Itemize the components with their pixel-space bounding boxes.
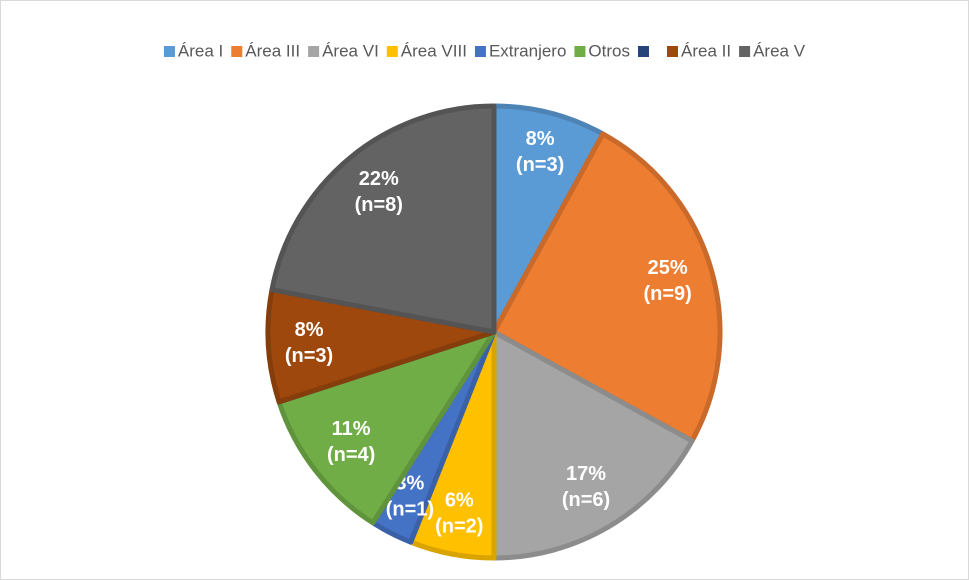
data-label: (n=1): [386, 498, 434, 520]
legend-label: Área VIII: [401, 41, 467, 60]
legend-swatch: [386, 46, 398, 57]
legend-label: Área III: [245, 41, 300, 60]
pie-slice: [491, 329, 695, 561]
pie-slice: [491, 131, 723, 444]
legend-swatch: [474, 46, 486, 57]
data-label: (n=6): [562, 489, 610, 511]
data-label: (n=3): [285, 345, 333, 367]
data-label: (n=2): [435, 515, 483, 537]
legend-swatch: [231, 46, 243, 57]
data-label: 22%: [359, 168, 399, 190]
pie-slice: [276, 329, 497, 526]
data-label: 25%: [648, 257, 688, 279]
legend-swatch: [637, 46, 649, 57]
data-label: 8%: [295, 319, 324, 341]
pie-slice: [269, 103, 497, 335]
legend-swatch: [308, 46, 320, 57]
data-label: (n=3): [516, 154, 564, 176]
legend-label: Otros: [588, 41, 630, 60]
legend-swatch: [666, 46, 678, 57]
data-label: 11%: [332, 418, 371, 440]
legend-label: Extranjero: [489, 41, 566, 60]
data-label: 6%: [445, 489, 474, 511]
pie-slice: [491, 103, 606, 335]
data-label: 8%: [526, 128, 555, 150]
data-label: 17%: [566, 463, 606, 485]
legend-swatch: [574, 46, 586, 57]
legend-swatch: [163, 46, 175, 57]
pie-slice: [265, 287, 497, 405]
legend-label: Área I: [178, 41, 223, 60]
data-label: (n=4): [327, 444, 375, 466]
data-label: (n=8): [355, 194, 403, 216]
data-label: (n=9): [643, 283, 691, 305]
legend-label: Área V: [753, 41, 806, 60]
legend-swatch: [739, 46, 751, 57]
legend-label: Área VI: [322, 41, 379, 60]
legend-label: Área II: [681, 41, 731, 60]
